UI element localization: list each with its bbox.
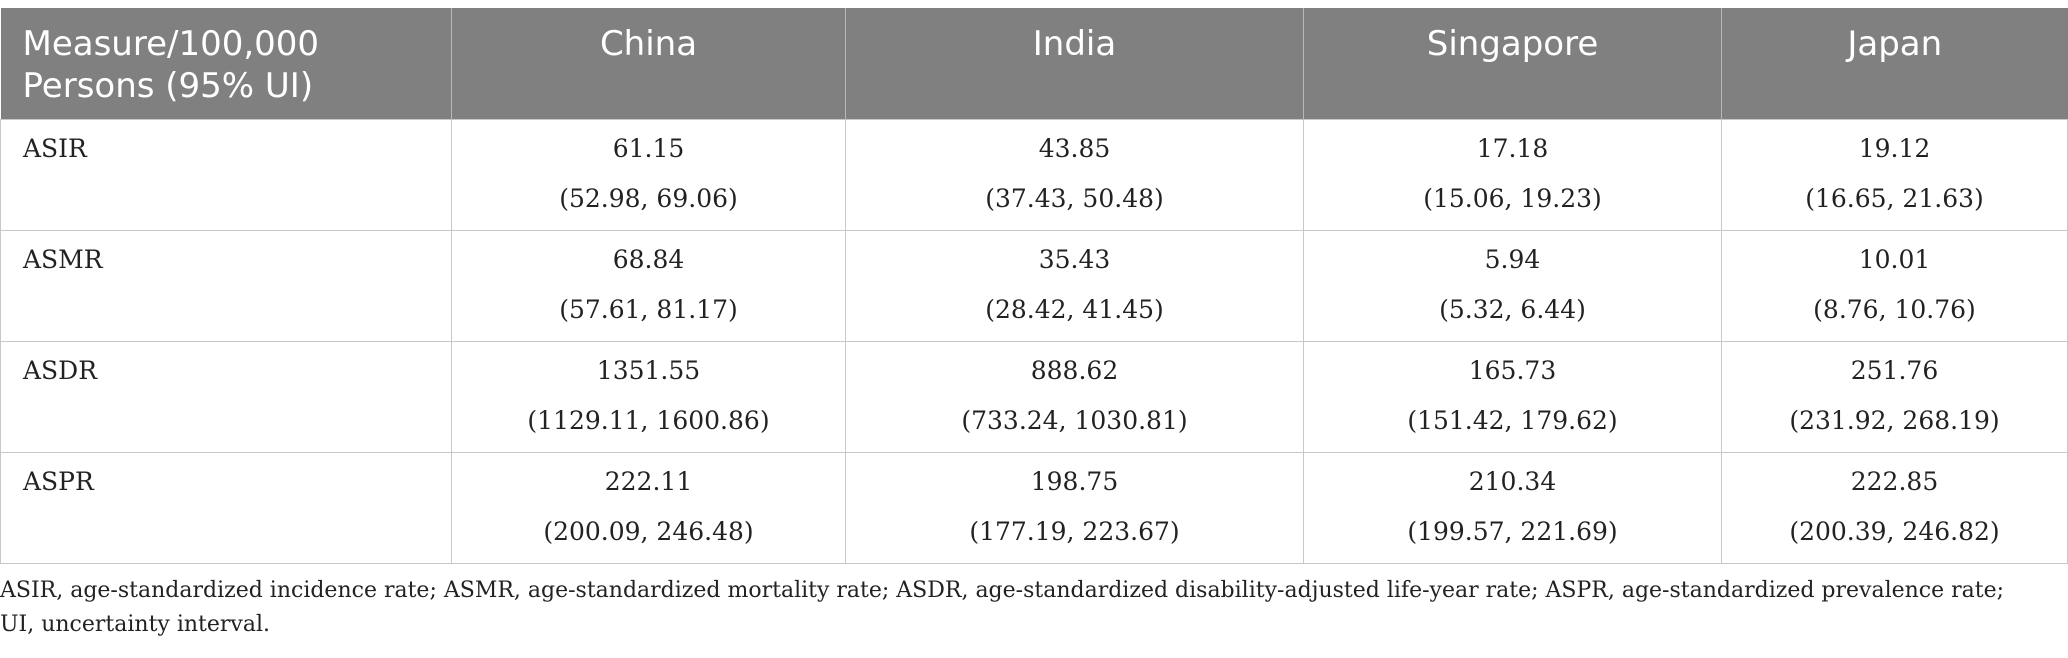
- cell-value: 222.11: [604, 466, 693, 496]
- row-label: ASIR: [0, 118, 452, 231]
- cell-interval: (37.43, 50.48): [985, 183, 1164, 213]
- cell-interval: (8.76, 10.76): [1813, 294, 1976, 324]
- table-row: ASIR 61.15 (52.98, 69.06) 43.85 (37.43, 50…: [0, 118, 2068, 231]
- header-singapore: Singapore: [1303, 8, 1722, 119]
- header-row: Measure/100,000 Persons (95% UI) China I…: [0, 8, 2068, 119]
- header-measure: Measure/100,000 Persons (95% UI): [0, 8, 452, 119]
- cell-interval: (52.98, 69.06): [559, 183, 738, 213]
- cell-value: 222.85: [1850, 466, 1939, 496]
- row-label: ASMR: [0, 229, 452, 342]
- cell-interval: (16.65, 21.63): [1805, 183, 1984, 213]
- table-row: ASPR 222.11 (200.09, 246.48) 198.75 (177.1…: [0, 451, 2068, 564]
- cell-interval: (28.42, 41.45): [985, 294, 1164, 324]
- cell-value: 5.94: [1484, 244, 1541, 274]
- cell-value: 61.15: [612, 133, 685, 163]
- table-cell: 251.76 (231.92, 268.19): [1721, 340, 2068, 453]
- table-cell: 61.15 (52.98, 69.06): [451, 118, 846, 231]
- cell-value: 68.84: [612, 244, 685, 274]
- table-row: ASDR 1351.55 (1129.11, 1600.86) 888.62 (73…: [0, 340, 2068, 453]
- table-cell: 165.73 (151.42, 179.62): [1303, 340, 1722, 453]
- cell-interval: (15.06, 19.23): [1423, 183, 1602, 213]
- data-table-container: Measure/100,000 Persons (95% UI) China I…: [0, 8, 2068, 564]
- table-cell: 35.43 (28.42, 41.45): [845, 229, 1304, 342]
- cell-interval: (5.32, 6.44): [1439, 294, 1586, 324]
- row-label: ASPR: [0, 451, 452, 564]
- cell-value: 43.85: [1038, 133, 1111, 163]
- table-cell: 43.85 (37.43, 50.48): [845, 118, 1304, 231]
- cell-value: 888.62: [1030, 355, 1119, 385]
- table-footnote: ASIR, age-standardized incidence rate; A…: [0, 578, 2005, 637]
- cell-value: 35.43: [1038, 244, 1111, 274]
- table-cell: 222.11 (200.09, 246.48): [451, 451, 846, 564]
- cell-value: 165.73: [1468, 355, 1557, 385]
- row-label: ASDR: [0, 340, 452, 453]
- table-cell: 1351.55 (1129.11, 1600.86): [451, 340, 846, 453]
- table-cell: 888.62 (733.24, 1030.81): [845, 340, 1304, 453]
- cell-value: 1351.55: [596, 355, 701, 385]
- header-china: China: [451, 8, 846, 119]
- table-cell: 222.85 (200.39, 246.82): [1721, 451, 2068, 564]
- cell-value: 251.76: [1850, 355, 1939, 385]
- cell-value: 19.12: [1858, 133, 1931, 163]
- cell-interval: (177.19, 223.67): [969, 516, 1180, 546]
- table-cell: 5.94 (5.32, 6.44): [1303, 229, 1722, 342]
- data-table: Measure/100,000 Persons (95% UI) China I…: [0, 8, 2068, 564]
- table-cell: 210.34 (199.57, 221.69): [1303, 451, 1722, 564]
- cell-interval: (231.92, 268.19): [1789, 405, 2000, 435]
- table-cell: 198.75 (177.19, 223.67): [845, 451, 1304, 564]
- table-row: ASMR 68.84 (57.61, 81.17) 35.43 (28.42, 41…: [0, 229, 2068, 342]
- cell-interval: (199.57, 221.69): [1407, 516, 1618, 546]
- cell-value: 17.18: [1476, 133, 1549, 163]
- cell-interval: (733.24, 1030.81): [961, 405, 1188, 435]
- cell-interval: (57.61, 81.17): [559, 294, 738, 324]
- table-cell: 68.84 (57.61, 81.17): [451, 229, 846, 342]
- table-cell: 19.12 (16.65, 21.63): [1721, 118, 2068, 231]
- cell-interval: (200.39, 246.82): [1789, 516, 2000, 546]
- cell-value: 210.34: [1468, 466, 1557, 496]
- table-cell: 10.01 (8.76, 10.76): [1721, 229, 2068, 342]
- cell-value: 10.01: [1858, 244, 1931, 274]
- cell-value: 198.75: [1030, 466, 1119, 496]
- table-cell: 17.18 (15.06, 19.23): [1303, 118, 1722, 231]
- cell-interval: (151.42, 179.62): [1407, 405, 1618, 435]
- header-india: India: [845, 8, 1304, 119]
- cell-interval: (1129.11, 1600.86): [527, 405, 770, 435]
- header-japan: Japan: [1721, 8, 2068, 119]
- cell-interval: (200.09, 246.48): [543, 516, 754, 546]
